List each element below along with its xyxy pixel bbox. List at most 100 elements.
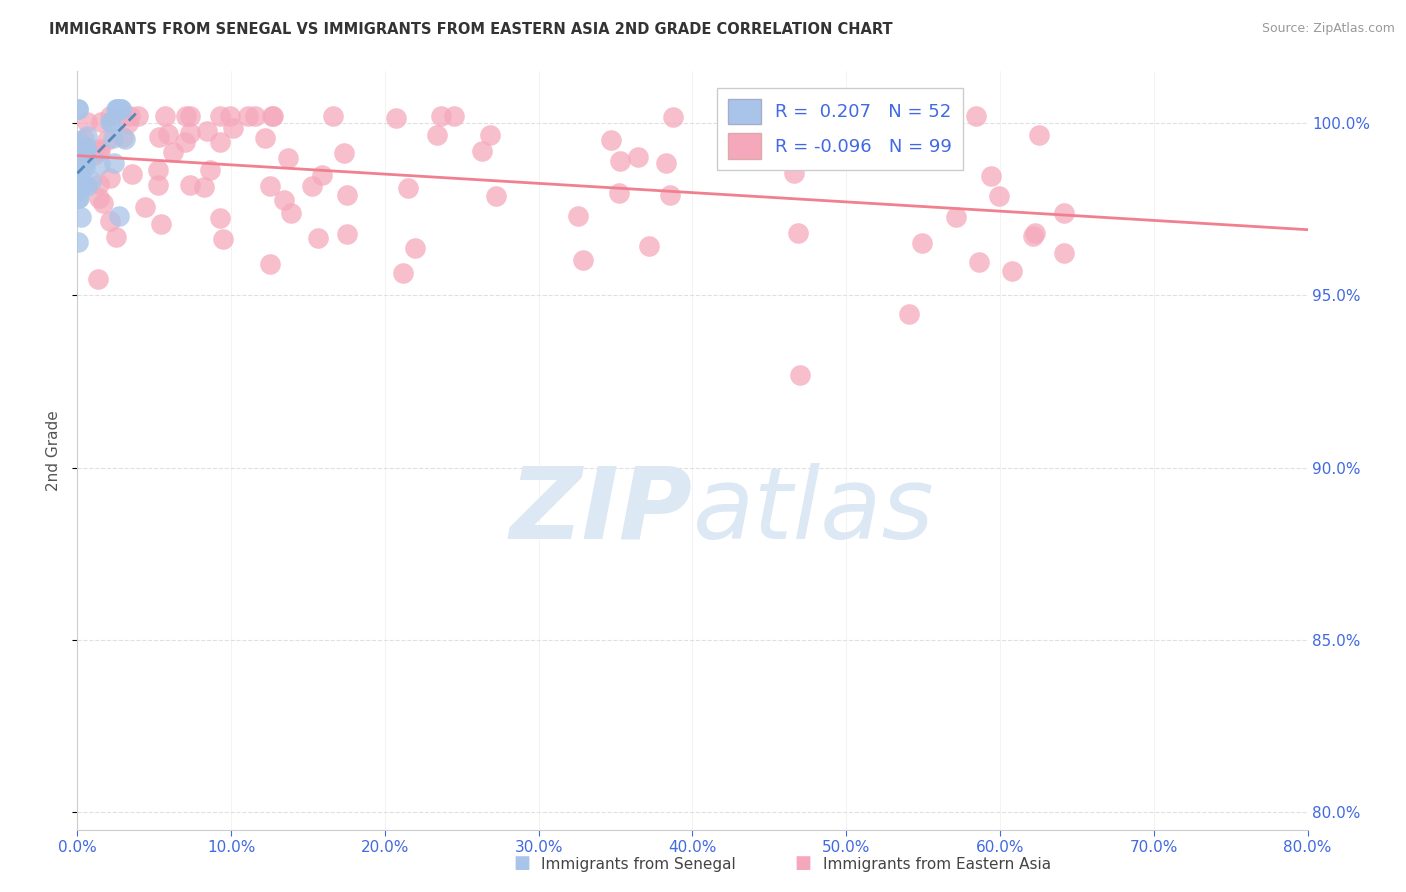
Point xyxy=(118,109,141,123)
Point xyxy=(73,132,96,146)
Point xyxy=(262,109,284,123)
Point xyxy=(236,109,259,123)
Point xyxy=(277,151,299,165)
Point xyxy=(219,109,242,123)
Point xyxy=(67,180,90,194)
Point xyxy=(1001,264,1024,278)
Text: atlas: atlas xyxy=(693,463,934,559)
Y-axis label: 2nd Grade: 2nd Grade xyxy=(46,410,62,491)
Point xyxy=(110,103,132,117)
Point xyxy=(155,109,177,123)
Point xyxy=(75,139,97,153)
Point xyxy=(965,109,987,123)
Point xyxy=(70,145,93,159)
Point xyxy=(162,145,184,159)
Point xyxy=(174,136,197,150)
Point xyxy=(67,134,90,148)
Point xyxy=(567,209,589,223)
Point xyxy=(280,206,302,220)
Point xyxy=(70,158,93,172)
Point xyxy=(114,132,136,146)
Point xyxy=(67,163,90,178)
Point xyxy=(638,239,661,253)
Point xyxy=(83,148,105,162)
Point xyxy=(110,102,132,116)
Point xyxy=(67,158,90,172)
Point xyxy=(67,161,90,175)
Point xyxy=(89,177,111,191)
Point xyxy=(1053,246,1076,260)
Point xyxy=(76,179,98,194)
Point xyxy=(67,183,90,197)
Point xyxy=(73,154,96,169)
Point xyxy=(149,217,172,231)
Point xyxy=(659,188,682,202)
Text: Source: ZipAtlas.com: Source: ZipAtlas.com xyxy=(1261,22,1395,36)
Point xyxy=(333,145,356,160)
Point xyxy=(103,156,125,170)
Point xyxy=(396,180,419,194)
Point xyxy=(70,141,93,155)
Text: Immigrants from Eastern Asia: Immigrants from Eastern Asia xyxy=(823,857,1050,872)
Point xyxy=(89,144,111,158)
Point xyxy=(70,179,93,194)
Point xyxy=(827,109,849,123)
Point xyxy=(212,231,235,245)
Point xyxy=(111,130,134,145)
Point xyxy=(898,307,921,321)
Point xyxy=(117,115,139,129)
Point xyxy=(75,142,97,156)
Point xyxy=(67,191,90,205)
Point xyxy=(127,109,149,123)
Point xyxy=(91,196,114,211)
Point xyxy=(336,188,359,202)
Point xyxy=(70,181,93,195)
Point xyxy=(404,241,426,255)
Point xyxy=(67,183,90,197)
Point xyxy=(67,148,90,162)
Point xyxy=(134,200,156,214)
Point xyxy=(104,102,127,116)
Point xyxy=(260,109,283,123)
Point xyxy=(195,124,218,138)
Point xyxy=(301,178,323,193)
Point xyxy=(146,163,169,178)
Point xyxy=(311,168,333,182)
Point xyxy=(70,151,93,165)
Point xyxy=(67,145,90,160)
Point xyxy=(980,169,1002,183)
Point xyxy=(67,235,90,249)
Point xyxy=(70,159,93,173)
Point xyxy=(426,128,449,143)
Text: IMMIGRANTS FROM SENEGAL VS IMMIGRANTS FROM EASTERN ASIA 2ND GRADE CORRELATION CH: IMMIGRANTS FROM SENEGAL VS IMMIGRANTS FR… xyxy=(49,22,893,37)
Point xyxy=(121,167,143,181)
Point xyxy=(179,126,201,140)
Point xyxy=(655,156,678,170)
Point xyxy=(193,179,215,194)
Point xyxy=(67,102,90,116)
Point xyxy=(72,177,94,191)
Legend: R =  0.207   N = 52, R = -0.096   N = 99: R = 0.207 N = 52, R = -0.096 N = 99 xyxy=(717,88,963,169)
Point xyxy=(307,230,329,244)
Point xyxy=(69,168,91,182)
Point xyxy=(243,109,266,123)
Point xyxy=(98,109,121,123)
Point xyxy=(430,109,453,123)
Point xyxy=(105,102,128,116)
Text: ■: ■ xyxy=(513,855,530,872)
Point xyxy=(209,135,232,149)
Point xyxy=(443,109,465,123)
Point xyxy=(89,191,111,205)
Point xyxy=(90,115,112,129)
Point xyxy=(336,227,359,242)
Point xyxy=(148,130,170,145)
Point xyxy=(273,193,295,207)
Point xyxy=(69,176,91,190)
Point xyxy=(67,102,90,116)
Point xyxy=(76,114,98,128)
Text: ZIP: ZIP xyxy=(509,463,693,559)
Point xyxy=(745,150,768,164)
Point xyxy=(70,152,93,166)
Point xyxy=(80,174,103,188)
Point xyxy=(208,109,231,123)
